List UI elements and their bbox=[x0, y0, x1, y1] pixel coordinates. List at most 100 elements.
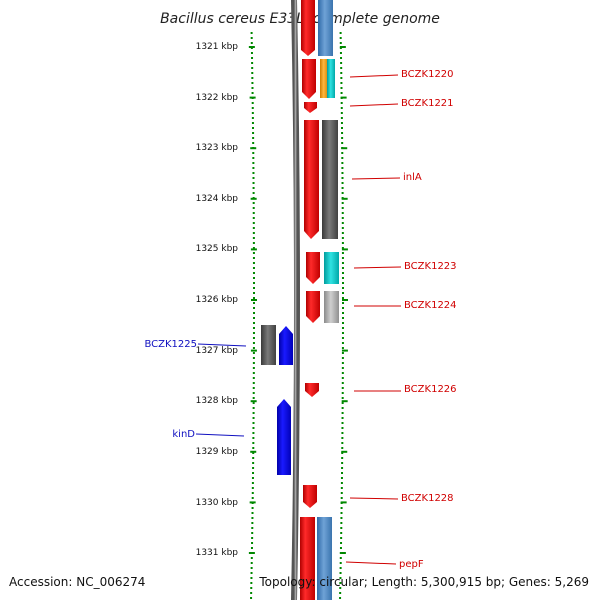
tick-mark bbox=[250, 42, 253, 44]
tick-mark bbox=[251, 122, 254, 124]
cds-forward-arrow[interactable] bbox=[306, 252, 320, 284]
tick-mark bbox=[339, 577, 342, 579]
accession-text: Accession: NC_006274 bbox=[9, 575, 145, 589]
tick-mark bbox=[341, 297, 344, 299]
tick-mark bbox=[252, 382, 255, 384]
tick-mark bbox=[341, 372, 344, 374]
tick-mark-major bbox=[250, 349, 257, 352]
tick-mark bbox=[339, 547, 342, 549]
gene-label[interactable]: BCZK1225 bbox=[144, 339, 197, 350]
tick-mark bbox=[341, 227, 344, 229]
tick-mark-major bbox=[340, 96, 347, 99]
tick-mark bbox=[252, 172, 255, 174]
cds-forward-arrow[interactable] bbox=[302, 59, 316, 99]
tick-mark bbox=[252, 312, 255, 314]
tick-mark bbox=[341, 462, 344, 464]
tick-mark bbox=[341, 402, 344, 404]
tick-mark bbox=[341, 367, 344, 369]
gene-label[interactable]: BCZK1223 bbox=[404, 261, 457, 272]
tick-mark-major bbox=[248, 46, 255, 48]
tick-mark bbox=[250, 587, 253, 589]
tick-mark bbox=[341, 347, 344, 349]
cog-forward-track bbox=[320, 59, 339, 323]
tick-mark bbox=[341, 212, 344, 214]
cds-forward-arrow[interactable] bbox=[300, 517, 315, 600]
tick-mark bbox=[252, 267, 255, 269]
tick-mark bbox=[252, 127, 255, 129]
gene-label[interactable]: BCZK1228 bbox=[401, 493, 454, 504]
tick-mark bbox=[341, 187, 344, 189]
gene-label[interactable]: inlA bbox=[403, 172, 422, 183]
cds-forward-arrow[interactable] bbox=[305, 383, 319, 397]
tick-mark bbox=[341, 152, 344, 154]
gene-label[interactable]: BCZK1226 bbox=[404, 384, 457, 395]
tick-mark bbox=[341, 407, 344, 409]
tick-mark bbox=[252, 132, 255, 134]
tick-mark-major bbox=[340, 501, 347, 504]
cds-forward-arrow[interactable] bbox=[303, 485, 317, 508]
gene-label[interactable]: BCZK1220 bbox=[401, 69, 454, 80]
tick-mark bbox=[341, 232, 344, 234]
tick-mark-major bbox=[341, 299, 348, 301]
cds-forward-arrow[interactable] bbox=[304, 102, 317, 113]
ruler-label: 1330 kbp bbox=[196, 498, 239, 508]
tick-mark bbox=[341, 242, 344, 244]
tick-mark bbox=[252, 152, 255, 154]
cds-forward-arrow[interactable] bbox=[301, 0, 315, 56]
cog-box-orange bbox=[320, 59, 328, 98]
gene-label[interactable]: pepF bbox=[399, 559, 424, 570]
tick-mark bbox=[250, 32, 253, 34]
tick-mark bbox=[341, 182, 344, 184]
tick-mark bbox=[252, 462, 255, 464]
reverse-strand-track bbox=[261, 325, 293, 475]
tick-mark bbox=[251, 102, 254, 104]
tick-mark bbox=[252, 237, 255, 239]
tick-mark bbox=[251, 537, 254, 539]
cds-forward-arrow[interactable] bbox=[304, 120, 319, 239]
cds-reverse-arrow[interactable] bbox=[277, 399, 291, 475]
tick-mark bbox=[251, 107, 254, 109]
tick-mark bbox=[251, 542, 254, 544]
tick-mark bbox=[339, 562, 342, 564]
tick-mark bbox=[341, 322, 344, 324]
tick-mark bbox=[341, 412, 344, 414]
tick-mark bbox=[339, 557, 342, 559]
cog-box-cyan bbox=[327, 59, 335, 98]
tick-mark bbox=[341, 397, 344, 399]
tick-mark bbox=[251, 477, 254, 479]
tick-mark bbox=[339, 582, 342, 584]
tick-mark bbox=[251, 92, 254, 94]
tick-mark bbox=[341, 207, 344, 209]
tick-mark bbox=[341, 287, 344, 289]
tick-mark bbox=[339, 572, 342, 574]
tick-mark bbox=[341, 127, 344, 129]
tick-mark bbox=[252, 247, 255, 249]
tick-mark bbox=[252, 372, 255, 374]
tick-mark bbox=[340, 487, 343, 489]
tick-mark bbox=[250, 547, 253, 549]
cds-reverse-arrow[interactable] bbox=[279, 326, 293, 365]
tick-mark bbox=[251, 527, 254, 529]
gene-label[interactable]: BCZK1221 bbox=[401, 98, 454, 109]
tick-mark bbox=[341, 132, 344, 134]
tick-mark bbox=[252, 322, 255, 324]
cds-forward-arrow[interactable] bbox=[306, 291, 320, 323]
tick-mark bbox=[251, 487, 254, 489]
tick-mark bbox=[252, 377, 255, 379]
tick-mark bbox=[251, 532, 254, 534]
ruler-label: 1324 kbp bbox=[196, 194, 239, 204]
tick-mark bbox=[252, 327, 255, 329]
tick-mark bbox=[340, 107, 343, 109]
tick-mark bbox=[252, 137, 255, 139]
tick-mark bbox=[252, 347, 255, 349]
tick-mark bbox=[341, 282, 344, 284]
gene-label[interactable]: kinD bbox=[172, 429, 195, 440]
tick-mark bbox=[340, 532, 343, 534]
tick-mark bbox=[341, 267, 344, 269]
tick-mark bbox=[340, 507, 343, 509]
gene-label[interactable]: BCZK1224 bbox=[404, 300, 457, 311]
left-tick-column bbox=[248, 32, 257, 599]
tick-mark bbox=[252, 407, 255, 409]
tick-mark-major bbox=[341, 400, 348, 403]
